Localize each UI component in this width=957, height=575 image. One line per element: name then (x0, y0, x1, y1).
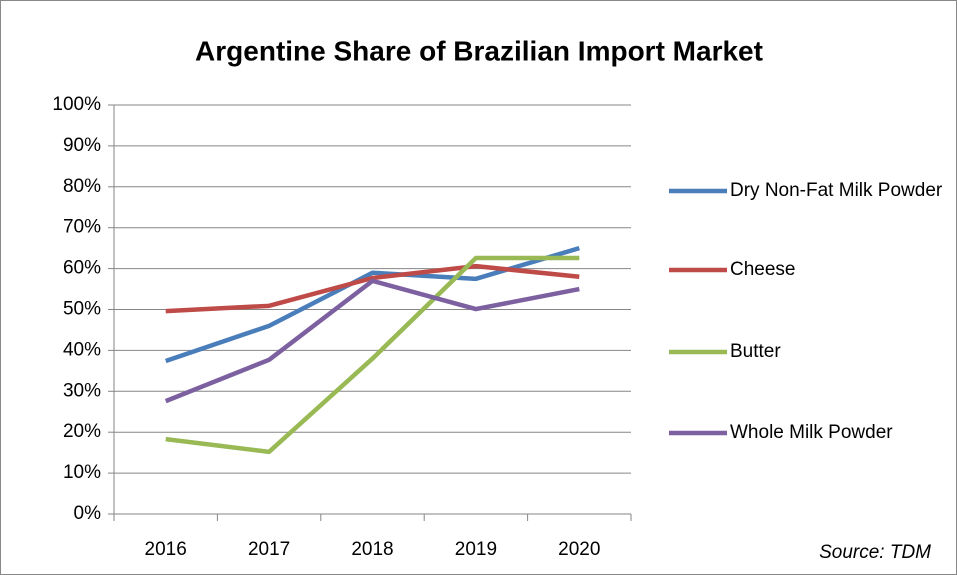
y-tick-label: 90% (63, 135, 101, 156)
y-tick-label: 80% (63, 176, 101, 197)
chart-title: Argentine Share of Brazilian Import Mark… (195, 35, 763, 66)
x-tick-label: 2017 (248, 539, 290, 560)
y-tick-label: 0% (74, 503, 102, 524)
y-tick-label: 10% (63, 462, 101, 483)
legend-label: Butter (730, 341, 781, 362)
y-tick-label: 70% (63, 217, 101, 238)
y-tick-label: 50% (63, 299, 101, 320)
legend-label: Cheese (730, 259, 796, 280)
y-tick-label: 60% (63, 258, 101, 279)
series-line (164, 278, 580, 404)
source-note: Source: TDM (819, 542, 931, 563)
y-tick-label: 20% (63, 421, 101, 442)
y-tick-label: 40% (63, 339, 101, 360)
x-tick-label: 2020 (558, 539, 600, 560)
y-tick-label: 30% (63, 380, 101, 401)
x-tick-label: 2018 (351, 539, 393, 560)
x-tick-label: 2016 (145, 539, 187, 560)
series-line (164, 245, 580, 364)
legend-label: Dry Non-Fat Milk Powder (730, 180, 943, 201)
series-line (165, 263, 580, 314)
y-tick-label: 100% (52, 94, 101, 115)
series-line (165, 255, 580, 455)
x-tick-label: 2019 (455, 539, 497, 560)
legend-label: Whole Milk Powder (730, 422, 893, 443)
